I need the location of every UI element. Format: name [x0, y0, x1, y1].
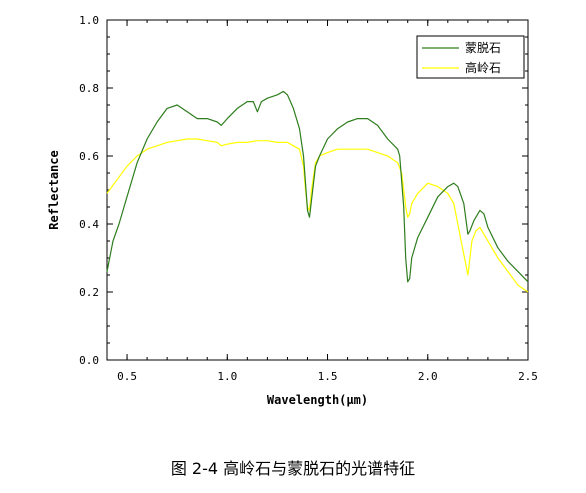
series-line-montmorillonite [106, 90, 529, 283]
series-layer [106, 90, 529, 293]
legend-box [416, 35, 525, 79]
legend: 蒙脱石 高岭石 [416, 35, 525, 79]
y-tick-label: 0.2 [79, 286, 99, 299]
x-tick-label: 1.0 [217, 370, 237, 383]
ticks-layer: 0.5 1.0 1.5 2.0 2.5 0.0 0.2 0.4 0.6 0.8 1.0 [79, 14, 538, 383]
y-tick-label: 0.8 [79, 82, 99, 95]
figure-caption: 图 2-4 高岭石与蒙脱石的光谱特征 [170, 459, 416, 478]
legend-label-kaolinite: 高岭石 [465, 60, 501, 75]
x-tick-label: 2.0 [418, 370, 438, 383]
x-axis-label: Wavelength(μm) [267, 393, 368, 407]
y-tick-label: 0.6 [79, 150, 99, 163]
y-axis-label: Reflectance [47, 150, 61, 229]
y-tick-label: 0.4 [79, 218, 99, 231]
series-line-kaolinite [106, 138, 529, 293]
spectrum-chart: 0.5 1.0 1.5 2.0 2.5 0.0 0.2 0.4 0.6 0.8 1.0 Wavele… [47, 14, 538, 407]
chart-container: 0.5 1.0 1.5 2.0 2.5 0.0 0.2 0.4 0.6 0.8 1.0 Wavele… [47, 14, 538, 407]
x-tick-label: 0.5 [117, 370, 137, 383]
legend-label-montmorillonite: 蒙脱石 [465, 40, 501, 55]
y-tick-label: 0.0 [79, 354, 99, 367]
y-tick-label: 1.0 [79, 14, 99, 27]
x-tick-label: 2.5 [518, 370, 538, 383]
x-tick-label: 1.5 [318, 370, 338, 383]
